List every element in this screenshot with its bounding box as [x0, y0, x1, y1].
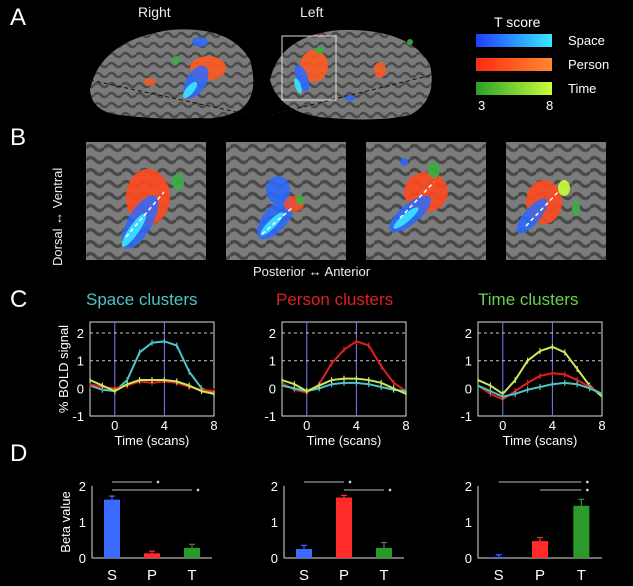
y-tick-label: -1: [264, 409, 276, 424]
y-tick-label: 2: [465, 326, 472, 341]
brain-zoom-4: [506, 142, 606, 260]
chart-title-time: Time clusters: [478, 290, 579, 309]
bar: [184, 547, 200, 558]
category-label: S: [299, 567, 309, 584]
y-tick-label: 2: [79, 479, 86, 494]
y-tick-label: 0: [269, 381, 276, 396]
y-tick-label: 2: [269, 326, 276, 341]
legend-title: T score: [494, 14, 541, 30]
panel-b-zoomed-brains: [86, 142, 606, 260]
posterior-anterior-label: Posterior ↔ Anterior: [253, 264, 371, 279]
bar-chart-person-clusters: 0 1 2 S P T: [271, 479, 404, 584]
panel-letter-b: B: [10, 124, 27, 151]
x-tick-label: 0: [303, 418, 310, 433]
y-tick-label: 1: [271, 515, 278, 530]
category-label: P: [147, 567, 157, 584]
left-hemisphere-label: Left: [300, 4, 324, 20]
x-tick-label: 0: [499, 418, 506, 433]
plot-frame: [89, 321, 215, 417]
x-axis-label: Time (scans): [115, 433, 190, 448]
significance-star: [586, 480, 589, 484]
panel-letter-d: D: [10, 440, 28, 467]
category-label: S: [107, 567, 117, 584]
significance-star: [586, 488, 589, 492]
line-chart-person: -1 0 1 2 0 4 8 Time (scans): [264, 321, 410, 448]
x-tick-label: 8: [402, 418, 409, 433]
x-tick-label: 4: [161, 418, 168, 433]
series-line: [89, 340, 215, 395]
significance-star: [348, 480, 352, 484]
x-tick-label: 0: [111, 418, 118, 433]
x-tick-label: 8: [598, 418, 605, 433]
bar: [573, 505, 590, 558]
y-tick-label: 0: [465, 381, 472, 396]
y-tick-label: 2: [77, 326, 84, 341]
right-hemisphere-label: Right: [138, 4, 171, 20]
category-label: P: [535, 567, 545, 584]
line-chart-space: -1 0 1 2 0 4 8 Time (scans) % BOLD signal: [56, 321, 218, 448]
bar: [532, 541, 548, 558]
legend-person-label: Person: [568, 57, 610, 72]
y-tick-label: 1: [79, 515, 86, 530]
category-label: T: [577, 567, 586, 584]
category-label: T: [379, 567, 388, 584]
significance-star: [388, 488, 392, 492]
bar: [104, 499, 120, 558]
legend-time-colorbar: [476, 82, 552, 95]
y-tick-label: 1: [269, 354, 276, 369]
y-tick-label: 2: [465, 479, 472, 494]
bar: [336, 497, 352, 558]
y-tick-label: 0: [271, 551, 278, 566]
plot-frame: [477, 321, 603, 417]
y-tick-label: 1: [465, 515, 472, 530]
right-hemisphere-brain: [89, 29, 254, 119]
dorsal-ventral-label: Dorsal ↔ Ventral: [50, 167, 65, 266]
category-label: S: [494, 567, 504, 584]
significance-star: [156, 480, 160, 484]
y-axis-label: Beta value: [58, 491, 73, 552]
y-tick-label: -1: [460, 409, 472, 424]
y-axis-label: % BOLD signal: [56, 325, 71, 413]
x-tick-label: 4: [549, 418, 556, 433]
panel-c-line-charts: -1 0 1 2 0 4 8 Time (scans) % BOLD signal -1 0 1 2 0…: [56, 321, 606, 448]
plot-frame: [281, 321, 407, 417]
x-axis-label: Time (scans): [307, 433, 382, 448]
bar-chart-time-clusters: 0 1 2 S P T: [465, 479, 602, 584]
y-tick-label: 1: [465, 354, 472, 369]
panel-letter-a: A: [10, 4, 27, 31]
bar: [144, 553, 160, 558]
bar-chart-space-clusters: 0 1 2 Beta value S P T: [58, 479, 212, 584]
legend-min: 3: [478, 98, 486, 113]
panel-a-brain-renderings: [89, 29, 433, 120]
x-tick-label: 8: [210, 418, 217, 433]
panel-letter-c: C: [10, 286, 28, 313]
y-tick-label: 0: [465, 551, 472, 566]
chart-title-person: Person clusters: [276, 290, 394, 309]
legend-time-label: Time: [568, 81, 597, 96]
y-tick-label: 2: [271, 479, 278, 494]
brain-zoom-2: [226, 142, 346, 260]
chart-title-space: Space clusters: [86, 290, 198, 309]
y-tick-label: 1: [77, 354, 84, 369]
panel-d-bar-charts: 0 1 2 Beta value S P T 0 1 2 S P T 0 1 2 S P T: [58, 479, 602, 584]
legend-space-label: Space: [568, 33, 605, 48]
brain-zoom-3: [366, 142, 486, 260]
legend-person-colorbar: [476, 58, 552, 71]
legend-space-colorbar: [476, 34, 552, 47]
x-tick-label: 4: [353, 418, 360, 433]
category-label: P: [339, 567, 349, 584]
category-label: T: [187, 567, 196, 584]
line-chart-time: -1 0 1 2 0 4 8 Time (scans): [460, 321, 606, 448]
y-tick-label: 0: [79, 551, 86, 566]
y-tick-label: -1: [72, 409, 84, 424]
brain-zoom-1: [86, 142, 206, 260]
x-axis-label: Time (scans): [503, 433, 578, 448]
left-hemisphere-brain: [269, 29, 433, 120]
significance-star: [196, 488, 200, 492]
y-tick-label: 0: [77, 381, 84, 396]
legend-max: 8: [546, 98, 554, 113]
bar: [296, 549, 312, 558]
